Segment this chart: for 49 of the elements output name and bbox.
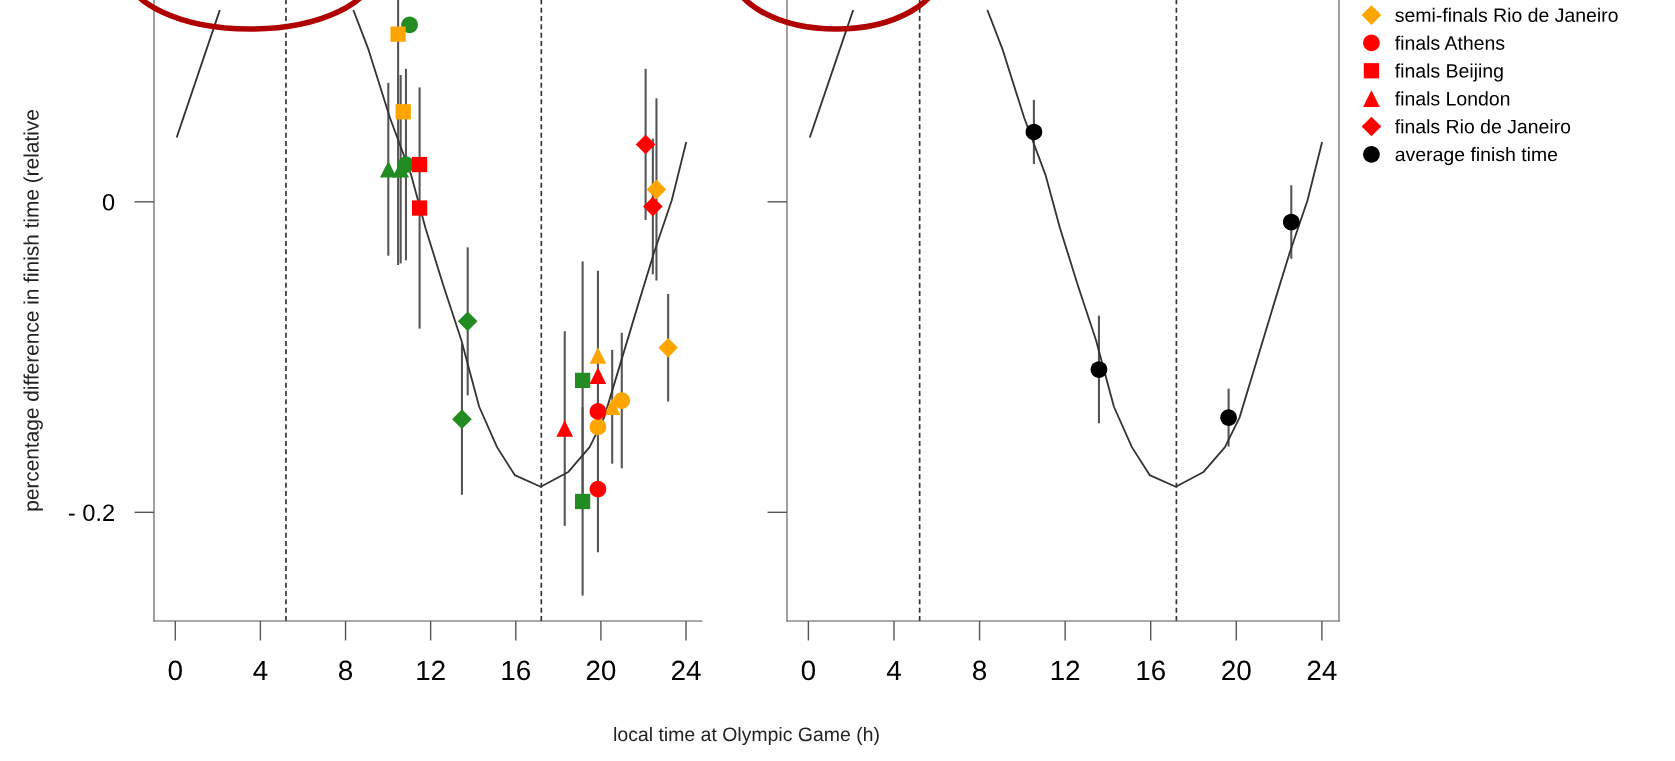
x-tick-label: 0	[801, 660, 816, 681]
legend-label: finals Athens	[1395, 35, 1505, 50]
point	[613, 392, 631, 409]
x-tick-label: 12	[1051, 660, 1080, 681]
point	[574, 372, 591, 388]
point	[646, 179, 667, 200]
point	[1220, 409, 1237, 426]
point	[589, 403, 607, 420]
point	[635, 134, 656, 155]
point	[658, 337, 678, 358]
legend-label: semi-finals Rio de Janeiro	[1395, 7, 1618, 23]
x-tick-label: 16	[1137, 660, 1165, 681]
x-tick-label: 8	[973, 660, 987, 681]
x-tick-label: 8	[339, 660, 353, 681]
point	[401, 16, 418, 34]
legend-label: finals Rio de Janeiro	[1395, 119, 1571, 134]
legend-label: finals London	[1395, 91, 1510, 106]
point	[603, 398, 621, 416]
x-tick-label: 4	[886, 660, 901, 681]
point	[1025, 123, 1043, 141]
x-tick-label: 12	[417, 660, 445, 681]
x-tick-label: 16	[502, 660, 531, 681]
point	[643, 196, 663, 217]
point	[411, 200, 428, 216]
point	[452, 409, 472, 429]
legend-label: finals Beijing	[1395, 63, 1503, 82]
x-tick-label: 4	[253, 660, 268, 681]
point	[589, 347, 607, 364]
y-axis-title: percentage difference in finish time (relative	[23, 110, 43, 511]
point	[556, 420, 574, 437]
point	[589, 418, 607, 436]
point	[589, 367, 607, 385]
point	[574, 493, 591, 510]
point	[395, 104, 411, 120]
x-tick-label: 20	[1222, 660, 1251, 681]
x-tick-label: 0	[168, 660, 182, 681]
point	[379, 160, 397, 178]
point	[1090, 361, 1108, 378]
point	[1282, 213, 1300, 231]
x-tick-label: 20	[586, 660, 616, 681]
point	[589, 480, 607, 498]
legend-label: average finish time	[1395, 147, 1558, 166]
point	[390, 26, 406, 42]
point	[457, 311, 478, 332]
x-axis-title: local time at Olympic Game (h)	[614, 726, 879, 746]
x-tick-label: 24	[1307, 660, 1337, 681]
point	[411, 156, 428, 173]
y-tick-label: - 0.2	[68, 504, 114, 522]
x-tick-label: 24	[671, 660, 701, 681]
